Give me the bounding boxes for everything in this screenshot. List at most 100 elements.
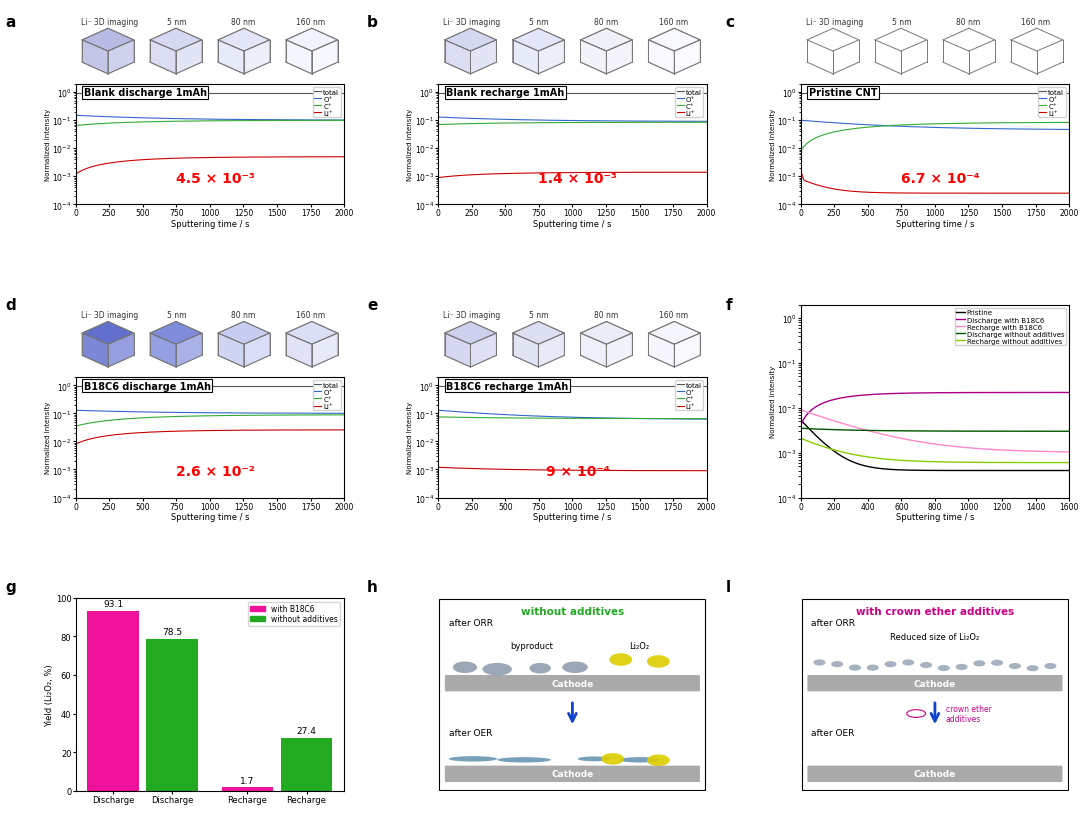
Polygon shape <box>606 334 632 368</box>
Text: 80 nm: 80 nm <box>231 18 256 26</box>
Text: Li⁻ 3D imaging: Li⁻ 3D imaging <box>443 18 500 26</box>
X-axis label: Sputtering time / s: Sputtering time / s <box>171 219 249 229</box>
Y-axis label: Normalized Intensity: Normalized Intensity <box>770 108 775 181</box>
Ellipse shape <box>937 665 949 672</box>
Polygon shape <box>286 322 338 344</box>
X-axis label: Sputtering time / s: Sputtering time / s <box>895 219 974 229</box>
Polygon shape <box>648 334 674 368</box>
Bar <box>281 738 333 791</box>
Polygon shape <box>218 322 270 344</box>
Polygon shape <box>513 334 539 368</box>
Text: 5 nm: 5 nm <box>166 18 186 26</box>
Polygon shape <box>286 334 312 368</box>
Text: Cathode: Cathode <box>914 679 956 688</box>
Legend: with B18C6, without additives: with B18C6, without additives <box>247 602 340 626</box>
Text: 1.7: 1.7 <box>240 776 255 785</box>
Text: h: h <box>367 580 378 595</box>
Ellipse shape <box>832 662 843 667</box>
Bar <box>221 787 273 791</box>
Polygon shape <box>150 29 202 52</box>
Legend: total, O⁺, C⁺, Li⁺: total, O⁺, C⁺, Li⁺ <box>313 381 340 411</box>
Text: Blank recharge 1mAh: Blank recharge 1mAh <box>446 89 565 99</box>
FancyBboxPatch shape <box>802 599 1068 790</box>
Text: 160 nm: 160 nm <box>659 310 688 320</box>
Text: B18C6 discharge 1mAh: B18C6 discharge 1mAh <box>83 381 211 391</box>
FancyBboxPatch shape <box>440 599 705 790</box>
Polygon shape <box>82 322 134 344</box>
Ellipse shape <box>563 662 588 673</box>
Text: 80 nm: 80 nm <box>231 310 256 320</box>
Text: Cathode: Cathode <box>551 679 594 688</box>
Ellipse shape <box>1027 666 1039 672</box>
X-axis label: Sputtering time / s: Sputtering time / s <box>534 219 611 229</box>
Text: 160 nm: 160 nm <box>659 18 688 26</box>
Polygon shape <box>150 41 176 75</box>
Text: c: c <box>726 15 734 30</box>
Polygon shape <box>312 41 338 75</box>
Polygon shape <box>108 41 134 75</box>
Polygon shape <box>218 41 244 75</box>
Text: 5 nm: 5 nm <box>529 18 549 26</box>
Polygon shape <box>513 41 539 75</box>
Text: after ORR: after ORR <box>449 619 492 628</box>
Y-axis label: Yield (Li₂O₂, %): Yield (Li₂O₂, %) <box>45 663 54 725</box>
FancyBboxPatch shape <box>808 766 1063 782</box>
Ellipse shape <box>1009 663 1021 669</box>
Text: Li⁻ 3D imaging: Li⁻ 3D imaging <box>81 18 138 26</box>
Ellipse shape <box>991 660 1003 666</box>
Text: Blank discharge 1mAh: Blank discharge 1mAh <box>83 89 206 99</box>
Text: 93.1: 93.1 <box>103 599 123 609</box>
Ellipse shape <box>602 753 624 765</box>
Text: 160 nm: 160 nm <box>1021 18 1050 26</box>
Ellipse shape <box>449 756 497 762</box>
Text: e: e <box>367 298 378 313</box>
FancyBboxPatch shape <box>445 675 700 691</box>
Legend: total, O⁺, C⁺, Li⁺: total, O⁺, C⁺, Li⁺ <box>675 88 703 118</box>
Ellipse shape <box>483 663 512 676</box>
Text: 80 nm: 80 nm <box>594 310 618 320</box>
FancyBboxPatch shape <box>808 675 1063 691</box>
Ellipse shape <box>453 662 477 673</box>
Legend: total, O⁺, C⁺, Li⁺: total, O⁺, C⁺, Li⁺ <box>675 381 703 411</box>
Polygon shape <box>471 334 497 368</box>
Legend: total, O⁺, C⁺, Li⁺: total, O⁺, C⁺, Li⁺ <box>1038 88 1066 118</box>
Polygon shape <box>244 41 270 75</box>
Text: d: d <box>5 298 16 313</box>
Ellipse shape <box>867 665 879 671</box>
Text: without additives: without additives <box>521 606 624 616</box>
Text: 160 nm: 160 nm <box>296 310 325 320</box>
X-axis label: Sputtering time / s: Sputtering time / s <box>534 513 611 522</box>
Ellipse shape <box>813 660 825 666</box>
Ellipse shape <box>902 660 915 666</box>
Y-axis label: Normalized Intensity: Normalized Intensity <box>770 365 775 438</box>
Legend: Pristine, Discharge with B18C6, Recharge with B18C6, Discharge without additives: Pristine, Discharge with B18C6, Recharge… <box>955 309 1066 345</box>
Ellipse shape <box>920 662 932 668</box>
Polygon shape <box>674 41 700 75</box>
Polygon shape <box>513 29 565 52</box>
Polygon shape <box>82 334 108 368</box>
Text: after OER: after OER <box>811 729 854 738</box>
Polygon shape <box>445 41 471 75</box>
Ellipse shape <box>620 758 660 763</box>
Text: 78.5: 78.5 <box>162 628 183 637</box>
Polygon shape <box>674 334 700 368</box>
Polygon shape <box>244 334 270 368</box>
Text: 5 nm: 5 nm <box>166 310 186 320</box>
Legend: total, O⁺, C⁺, Li⁺: total, O⁺, C⁺, Li⁺ <box>313 88 340 118</box>
Text: 6.7 × 10⁻⁴: 6.7 × 10⁻⁴ <box>901 171 980 185</box>
Polygon shape <box>648 322 700 344</box>
Polygon shape <box>150 322 202 344</box>
Text: Li⁻ 3D imaging: Li⁻ 3D imaging <box>443 310 500 320</box>
Text: Li⁻ 3D imaging: Li⁻ 3D imaging <box>806 18 863 26</box>
Ellipse shape <box>885 662 896 667</box>
Ellipse shape <box>497 758 551 763</box>
Text: crown ether
additives: crown ether additives <box>946 704 991 724</box>
Ellipse shape <box>973 661 985 667</box>
Text: byproduct: byproduct <box>511 641 554 650</box>
Y-axis label: Normalized Intensity: Normalized Intensity <box>407 108 414 181</box>
Polygon shape <box>286 29 338 52</box>
Polygon shape <box>218 29 270 52</box>
Ellipse shape <box>1044 663 1056 669</box>
Polygon shape <box>539 334 565 368</box>
Text: 27.4: 27.4 <box>297 726 316 735</box>
